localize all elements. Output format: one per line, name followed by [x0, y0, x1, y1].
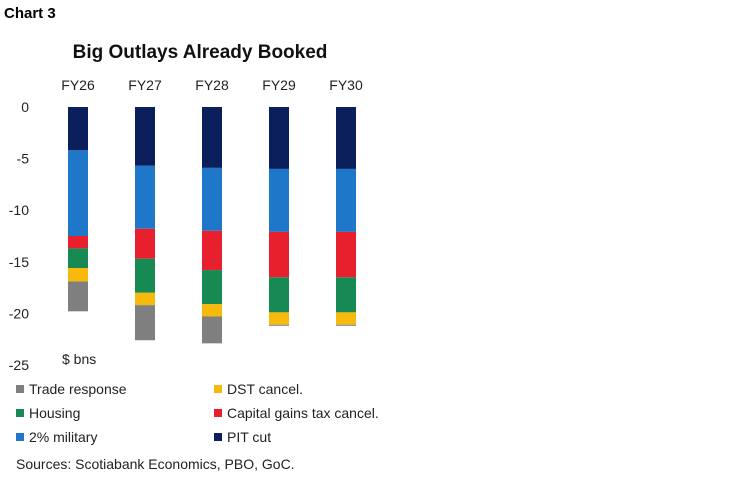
y-tick-label: -15: [9, 254, 29, 270]
legend-swatch: [16, 384, 24, 393]
bar-segment-fy29-housing: [269, 277, 289, 313]
legend-item: PIT cut: [214, 428, 414, 445]
x-tick-label: FY28: [195, 77, 229, 93]
bar-segment-fy28-2-military: [202, 167, 222, 231]
bar-segment-fy28-housing: [202, 270, 222, 305]
legend-swatch: [214, 384, 222, 393]
bar-segment-fy28-capital-gains-tax-cancel: [202, 230, 222, 271]
y-tick-label: -25: [9, 357, 29, 373]
legend-swatch: [16, 408, 24, 417]
bar-segment-fy30-capital-gains-tax-cancel: [336, 231, 356, 278]
legend-label: Capital gains tax cancel.: [227, 404, 379, 421]
bar-segment-fy27-housing: [135, 258, 155, 293]
bar-segment-fy28-pit-cut: [202, 107, 222, 168]
chart-title: Big Outlays Already Booked: [72, 42, 328, 63]
bar-segment-fy28-trade-response: [202, 316, 222, 344]
y-tick-label: -20: [9, 305, 29, 321]
legend-item: 2% military: [16, 428, 214, 445]
legend-item: Trade response: [16, 380, 214, 397]
legend-label: Trade response: [29, 380, 127, 397]
legend-item: Capital gains tax cancel.: [214, 404, 414, 421]
x-tick-label: FY27: [128, 77, 162, 93]
legend-label: PIT cut: [227, 428, 272, 445]
legend-swatch: [16, 432, 24, 441]
bar-segment-fy27-2-military: [135, 165, 155, 229]
sources-note: Sources: Scotiabank Economics, PBO, GoC.: [16, 456, 295, 472]
bar-segment-fy26-pit-cut: [68, 107, 88, 151]
bar-segment-fy26-trade-response: [68, 281, 88, 312]
bar-segment-fy29-2-military: [269, 168, 289, 232]
bar-segment-fy26-dst-cancel: [68, 267, 88, 282]
y-tick-label: -10: [9, 202, 29, 218]
x-tick-label: FY29: [262, 77, 296, 93]
bar-segment-fy27-capital-gains-tax-cancel: [135, 228, 155, 259]
bar-segment-fy30-housing: [336, 277, 356, 313]
legend-item: DST cancel.: [214, 380, 414, 397]
bar-segment-fy27-dst-cancel: [135, 292, 155, 306]
bar-segment-fy30-trade-response: [336, 324, 356, 326]
bar-segment-fy29-trade-response: [269, 324, 289, 326]
chart-legend: Trade response DST cancel. Housing Capital …: [16, 380, 416, 445]
bar-segment-fy26-2-military: [68, 150, 88, 236]
legend-label: DST cancel.: [227, 380, 303, 397]
y-tick-label: 0: [21, 99, 29, 115]
bar-segment-fy27-pit-cut: [135, 107, 155, 166]
legend-label: 2% military: [29, 428, 98, 445]
legend-swatch: [214, 408, 222, 417]
chart-number-label: Chart 3: [4, 5, 56, 22]
y-axis-ticks: 0 -5 -10 -15 -20 -25: [9, 99, 29, 373]
legend-swatch: [214, 432, 222, 441]
bar-segment-fy29-pit-cut: [269, 107, 289, 169]
bar-segment-fy30-dst-cancel: [336, 312, 356, 325]
bar-segment-fy28-dst-cancel: [202, 304, 222, 317]
bar-segment-fy29-capital-gains-tax-cancel: [269, 231, 289, 278]
x-tick-label: FY30: [329, 77, 363, 93]
x-axis-ticks: FY26 FY27 FY28 FY29 FY30: [61, 77, 363, 93]
legend-label: Housing: [29, 404, 81, 421]
legend-item: Housing: [16, 404, 214, 421]
y-axis-label: $ bns: [62, 351, 96, 367]
bar-segment-fy26-housing: [68, 248, 88, 268]
bar-segment-fy29-dst-cancel: [269, 312, 289, 325]
x-tick-label: FY26: [61, 77, 95, 93]
bar-segment-fy30-pit-cut: [336, 107, 356, 169]
bar-segment-fy30-2-military: [336, 168, 356, 232]
bars-layer: [68, 107, 356, 344]
bar-segment-fy27-trade-response: [135, 305, 155, 341]
y-tick-label: -5: [17, 151, 30, 167]
bar-segment-fy26-capital-gains-tax-cancel: [68, 236, 88, 249]
